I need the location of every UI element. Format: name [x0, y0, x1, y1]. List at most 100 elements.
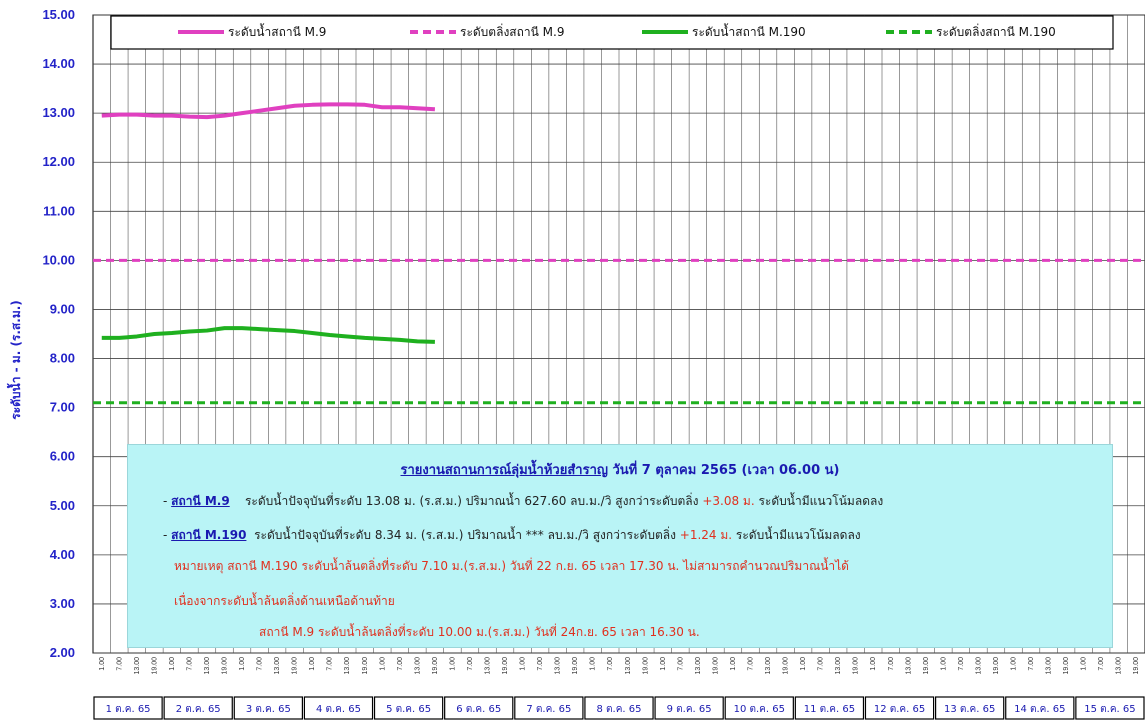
- x-tick-label: 1.00: [379, 657, 386, 671]
- date-cell: [934, 696, 1005, 720]
- date-cell: [654, 696, 724, 720]
- date-label: 15 ต.ค. 65: [1084, 704, 1135, 715]
- x-tick-label: 7.00: [1028, 657, 1035, 671]
- date-cell: [864, 696, 935, 720]
- date-label: 6 ต.ค. 65: [456, 704, 501, 715]
- note-line-2: เนื่องจากระดับน้ำล้นตลิ่งด้านเหนือด้านท้…: [174, 594, 395, 608]
- date-label: 9 ต.ค. 65: [667, 704, 712, 715]
- x-tick-label: 7.00: [958, 657, 965, 671]
- date-cell: [163, 696, 233, 720]
- x-tick-label: 19.00: [572, 657, 579, 675]
- x-tick-label: 7.00: [537, 657, 544, 671]
- x-axis-ticks: 1.00 7.00 13.00 19.00 1.00 7.00 13.00 19.00 1.00…: [99, 657, 1140, 675]
- note-line-1: หมายเหตุ สถานี M.190 ระดับน้ำล้นตลิ่งที่…: [174, 559, 849, 573]
- legend-label: ระดับตลิ่งสถานี M.9: [460, 23, 564, 39]
- x-tick-label: 19.00: [642, 657, 649, 675]
- x-tick-label: 1.00: [99, 657, 106, 671]
- date-label: 8 ต.ค. 65: [597, 704, 642, 715]
- x-tick-label: 19.00: [1063, 657, 1070, 675]
- x-tick-label: 13.00: [835, 657, 842, 675]
- x-tick-label: 7.00: [257, 657, 264, 671]
- x-tick-label: 13.00: [485, 657, 492, 675]
- y-tick-label: 4.00: [50, 547, 75, 562]
- date-cell: [1005, 696, 1075, 720]
- report-line-m9: - สถานี M.9 ระดับน้ำปัจจุบันที่ระดับ 13.…: [163, 492, 883, 511]
- x-tick-label: 19.00: [853, 657, 860, 675]
- x-tick-label: 1.00: [309, 657, 316, 671]
- x-tick-label: 1.00: [449, 657, 456, 671]
- x-tick-label: 13.00: [1116, 657, 1123, 675]
- date-row: 1 ต.ค. 65 2 ต.ค. 65 3 ต.ค. 65 4 ต.ค. 65 5 ต.…: [93, 696, 1145, 720]
- date-cell: [514, 696, 584, 720]
- m190-description: ระดับน้ำปัจจุบันที่ระดับ 8.34 ม. (ร.ส.ม.…: [254, 528, 680, 542]
- x-tick-label: 13.00: [765, 657, 772, 675]
- x-tick-label: 13.00: [414, 657, 421, 675]
- date-label: 7 ต.ค. 65: [526, 704, 571, 715]
- x-tick-label: 7.00: [186, 657, 193, 671]
- water-level-line-m9: [101, 102, 436, 120]
- y-tick-label: 13.00: [42, 105, 75, 120]
- date-cell: [724, 696, 794, 720]
- reference-lines: [93, 258, 1145, 405]
- y-tick-label: 5.00: [50, 498, 75, 513]
- legend-label: ระดับตลิ่งสถานี M.190: [936, 23, 1056, 39]
- y-tick-label: 3.00: [50, 596, 75, 611]
- x-tick-label: 19.00: [151, 657, 158, 675]
- x-tick-label: 7.00: [888, 657, 895, 671]
- legend-label: ระดับน้ำสถานี M.190: [692, 23, 806, 39]
- x-tick-label: 19.00: [292, 657, 299, 675]
- x-tick-label: 13.00: [625, 657, 632, 675]
- x-tick-label: 1.00: [169, 657, 176, 671]
- m9-description: ระดับน้ำปัจจุบันที่ระดับ 13.08 ม. (ร.ส.ม…: [244, 494, 703, 508]
- x-tick-label: 1.00: [590, 657, 597, 671]
- x-tick-label: 1.00: [940, 657, 947, 671]
- x-tick-label: 1.00: [660, 657, 667, 671]
- x-tick-label: 7.00: [677, 657, 684, 671]
- x-tick-label: 13.00: [1046, 657, 1053, 675]
- y-tick-label: 2.00: [50, 645, 75, 660]
- m190-trend: ระดับน้ำมีแนวโน้มลดลง: [732, 528, 861, 542]
- m9-bullet: -: [163, 494, 172, 508]
- x-tick-label: 19.00: [712, 657, 719, 675]
- note-line-3: สถานี M.9 ระดับน้ำล้นตลิ่งที่ระดับ 10.00…: [259, 625, 700, 639]
- date-label: 3 ต.ค. 65: [246, 704, 291, 715]
- m9-trend: ระดับน้ำมีแนวโน้มลดลง: [754, 494, 884, 508]
- y-tick-label: 10.00: [42, 252, 75, 267]
- y-tick-label: 12.00: [42, 154, 75, 169]
- date-cell: [584, 696, 654, 720]
- date-cell: [794, 696, 865, 720]
- x-tick-label: 19.00: [1133, 657, 1140, 675]
- x-tick-label: 7.00: [397, 657, 404, 671]
- x-tick-label: 19.00: [222, 657, 229, 675]
- m9-diff: +3.08 ม.: [702, 494, 755, 508]
- x-tick-label: 13.00: [905, 657, 912, 675]
- x-tick-label: 7.00: [327, 657, 334, 671]
- y-tick-label: 11.00: [43, 203, 75, 218]
- x-tick-label: 1.00: [1011, 657, 1018, 671]
- m190-diff: +1.24 ม.: [679, 528, 733, 542]
- date-label: 12 ต.ค. 65: [874, 704, 925, 715]
- x-tick-label: 13.00: [204, 657, 211, 675]
- y-tick-label: 8.00: [50, 351, 75, 366]
- y-tick-label: 14.00: [42, 56, 75, 71]
- x-tick-label: 13.00: [344, 657, 351, 675]
- date-label: 13 ต.ค. 65: [944, 704, 995, 715]
- x-tick-label: 1.00: [1081, 657, 1088, 671]
- date-cell: [233, 696, 303, 720]
- x-tick-label: 13.00: [695, 657, 702, 675]
- x-tick-label: 7.00: [467, 657, 474, 671]
- report-title-basin: รายงานสถานการณ์ลุ่มน้ำห้วยสำราญ: [400, 463, 608, 478]
- y-tick-label: 15.00: [42, 7, 75, 22]
- m190-bullet: -: [163, 528, 172, 542]
- y-axis-ticks: 15.00 14.00 13.00 12.00 11.00 10.00 9.00 8.00 7.…: [42, 7, 75, 660]
- x-tick-label: 7.00: [607, 657, 614, 671]
- date-cell: [303, 696, 374, 720]
- x-tick-label: 7.00: [1098, 657, 1105, 671]
- x-tick-label: 1.00: [800, 657, 807, 671]
- x-tick-label: 19.00: [783, 657, 790, 675]
- y-tick-label: 7.00: [50, 400, 75, 415]
- x-tick-label: 19.00: [923, 657, 930, 675]
- date-cell: [444, 696, 514, 720]
- y-tick-label: 6.00: [50, 449, 75, 464]
- y-axis-label: ระดับน้ำ - ม. (ร.ส.ม.): [6, 300, 23, 420]
